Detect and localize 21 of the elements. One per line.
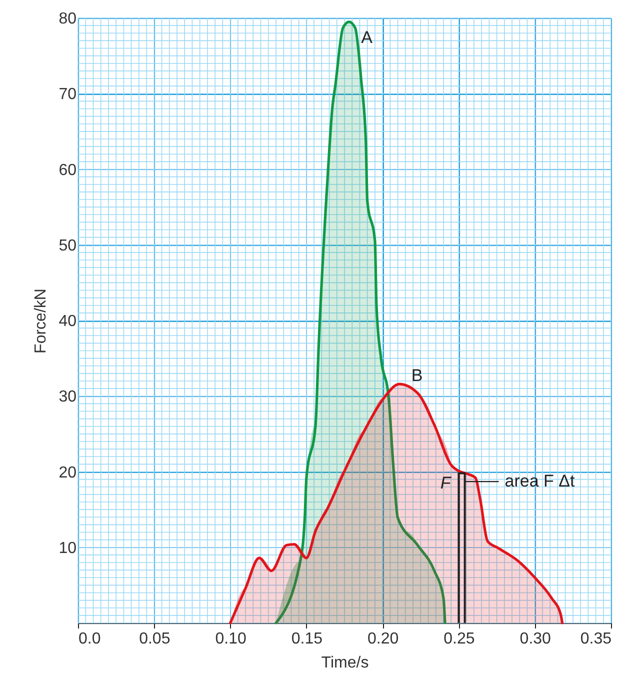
x-tick-label: 0.35 — [580, 630, 612, 648]
y-tick-label: 70 — [58, 86, 77, 104]
x-tick-label: 0.25 — [444, 630, 475, 648]
x-tick-label: 0.10 — [215, 630, 246, 648]
x-tick-label: 0.30 — [520, 630, 552, 648]
annotation: F — [440, 473, 452, 492]
y-tick-label: 60 — [58, 162, 77, 179]
y-tick-label: 40 — [58, 313, 77, 330]
y-tick-label: 30 — [58, 388, 77, 406]
x-tick-label: 0.20 — [368, 630, 399, 648]
y-axis-title: Force/kN — [32, 288, 50, 354]
y-tick-label: 50 — [58, 237, 77, 254]
x-axis-title: Time/s — [321, 654, 369, 672]
x-tick-label: 0.15 — [291, 630, 323, 648]
x-tick-label: 0.05 — [139, 630, 170, 648]
y-tick-label: 80 — [58, 10, 77, 28]
series-label: A — [361, 28, 374, 47]
series-label: B — [411, 366, 423, 386]
x-tick-label: 0.0 — [78, 630, 101, 648]
y-tick-label: 10 — [58, 540, 77, 557]
y-tick-label: 20 — [58, 464, 77, 482]
